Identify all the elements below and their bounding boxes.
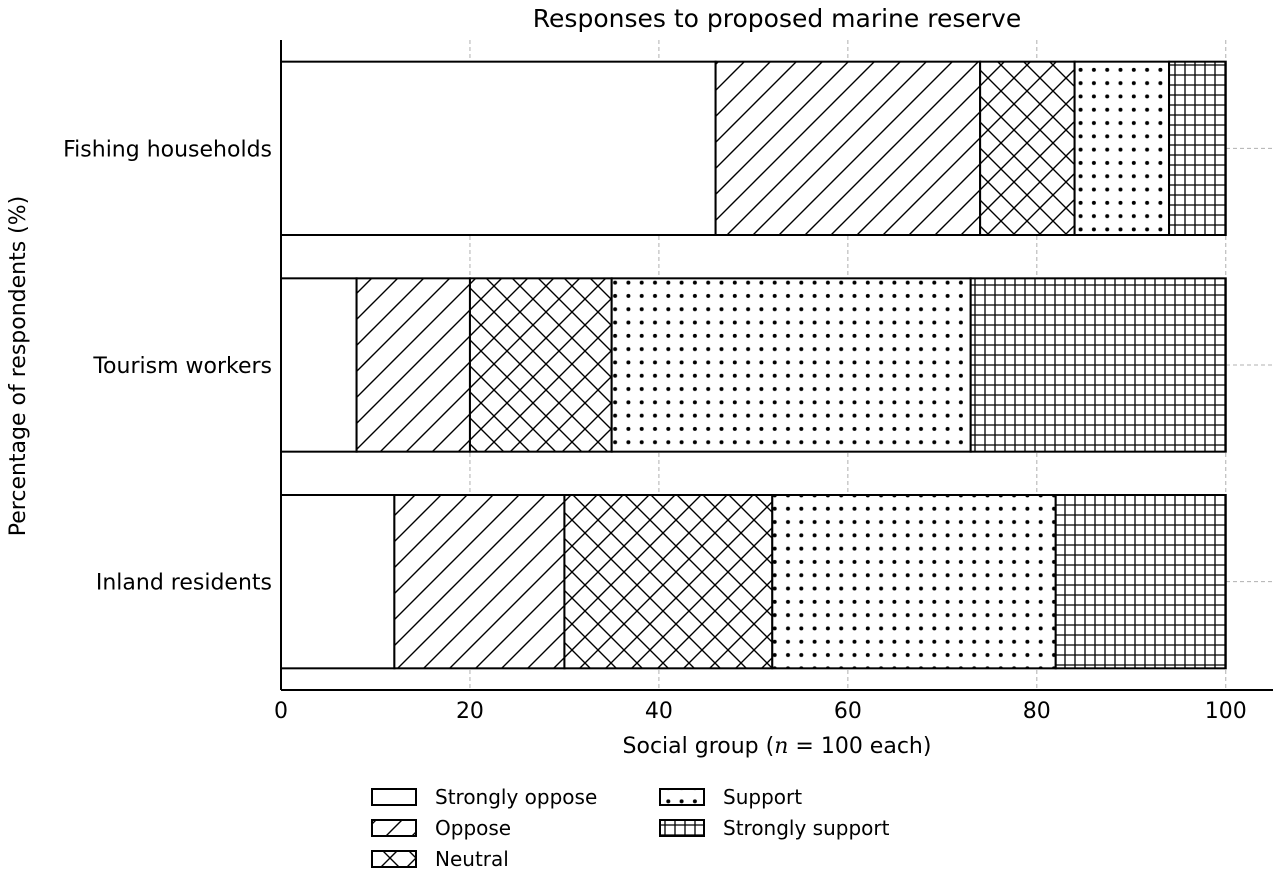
legend-swatch (371, 819, 417, 837)
legend-label: Oppose (435, 816, 511, 840)
y-axis-label: Percentage of respondents (%) (6, 196, 31, 536)
legend-swatch (371, 788, 417, 806)
bar-fishing-households-strongly-support (1168, 60, 1227, 236)
bars (280, 60, 1227, 670)
x-axis-label: Social group (n = 100 each) (623, 734, 932, 759)
x-ticks: 0 20 40 60 80 100 (274, 699, 1247, 724)
x-axis-label-suffix: = 100 each) (788, 734, 931, 759)
chart-title: Responses to proposed marine reserve (533, 4, 1021, 33)
bar-inland-residents-oppose (393, 494, 566, 670)
legend-label: Support (723, 785, 802, 809)
axes (280, 40, 1273, 691)
bar-tourism-workers-strongly-support (969, 277, 1227, 453)
x-tick-label: 0 (274, 699, 288, 724)
y-category-label: Tourism workers (92, 354, 272, 379)
bar-fishing-households-oppose (714, 60, 982, 236)
legend-swatch (659, 819, 705, 837)
x-tick-label: 40 (645, 699, 673, 724)
bar-fishing-households-support (1073, 60, 1171, 236)
bar-tourism-workers-strongly-oppose (280, 277, 358, 453)
x-axis-label-var: n (774, 734, 788, 759)
legend-item-strongly-oppose: Strongly oppose (371, 785, 597, 809)
legend-swatch (371, 850, 417, 868)
legend-swatch (659, 788, 705, 806)
y-category-labels: Fishing households Tourism workers Inland … (63, 137, 272, 595)
bar-inland-residents-strongly-support (1054, 494, 1227, 670)
legend-label: Neutral (435, 847, 509, 871)
legend-label: Strongly support (723, 816, 890, 840)
legend: Strongly oppose Oppose Neutral Support Stron… (371, 785, 890, 871)
legend-item-strongly-support: Strongly support (659, 816, 890, 840)
bar-inland-residents-strongly-oppose (280, 494, 396, 670)
legend-item-support: Support (659, 785, 802, 809)
bar-fishing-households-strongly-oppose (280, 60, 717, 236)
y-category-label: Fishing households (63, 137, 272, 162)
x-tick-label: 100 (1205, 699, 1247, 724)
legend-label: Strongly oppose (435, 785, 597, 809)
bar-inland-residents-neutral (563, 494, 774, 670)
bar-fishing-households-neutral (979, 60, 1076, 236)
x-axis-label-prefix: Social group ( (623, 734, 775, 759)
bar-tourism-workers-support (610, 277, 972, 453)
bar-tourism-workers-neutral (468, 277, 613, 453)
y-category-label: Inland residents (96, 571, 272, 596)
legend-item-neutral: Neutral (371, 847, 509, 871)
bar-inland-residents-support (771, 494, 1057, 670)
legend-item-oppose: Oppose (371, 816, 511, 840)
x-tick-label: 80 (1023, 699, 1051, 724)
bar-tourism-workers-oppose (355, 277, 471, 453)
x-tick-label: 60 (834, 699, 862, 724)
x-tick-label: 20 (456, 699, 484, 724)
